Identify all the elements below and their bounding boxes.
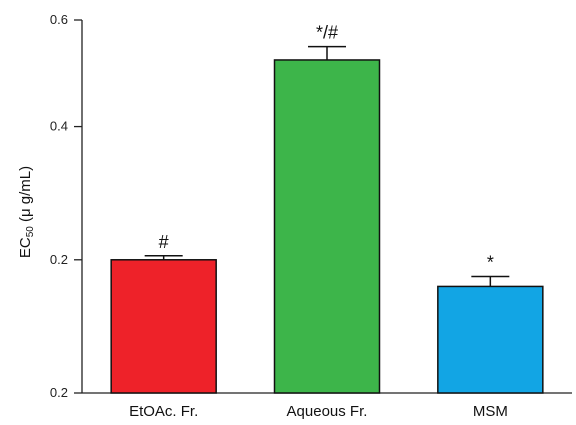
bar [110, 259, 217, 394]
x-tick-label: EtOAc. Fr. [129, 403, 198, 420]
y-tick-label: 0.2 [50, 252, 68, 267]
x-tick-label: Aqueous Fr. [287, 403, 368, 420]
bars [110, 59, 544, 394]
y-axis-title-sub: 50 [25, 226, 36, 238]
y-axis-title: EC50 (μ g/mL) [17, 166, 36, 258]
y-tick-label: 0.6 [50, 12, 68, 27]
y-axis-title-rest: (μ g/mL) [17, 166, 34, 226]
error-bars [144, 45, 510, 287]
bar [437, 285, 544, 394]
y-axis: 0.2 0.2 0.4 0.6 [50, 12, 83, 400]
significance-label: */# [316, 23, 338, 43]
bar [273, 59, 381, 394]
significance-label: * [487, 252, 494, 272]
x-tick-label: MSM [473, 403, 508, 420]
significance-label: # [159, 232, 169, 252]
y-tick-label: 0.2 [50, 385, 68, 400]
y-tick-label: 0.4 [50, 119, 68, 134]
annotations: # */# * [159, 23, 494, 273]
y-axis-title-main: EC [17, 237, 34, 258]
x-axis: EtOAc. Fr. Aqueous Fr. MSM [82, 392, 572, 420]
